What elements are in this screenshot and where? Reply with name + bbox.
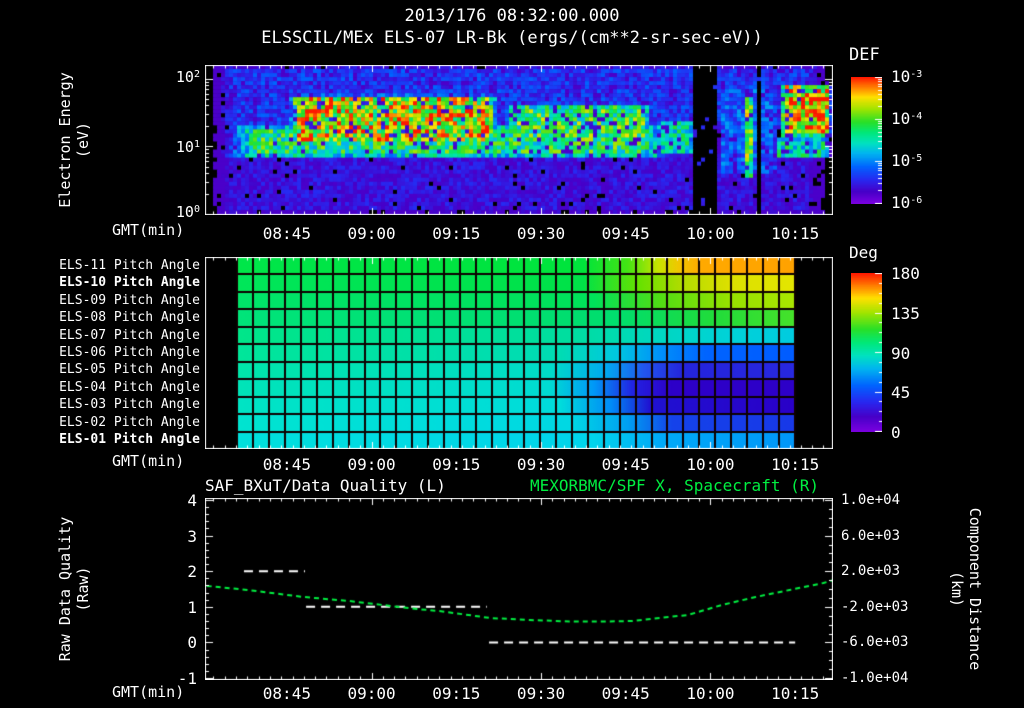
x-tick-label: 09:00 [347,684,396,703]
power-base: 10 [175,203,194,221]
def-colorbar [851,77,882,204]
x-tick-label: 09:00 [347,224,396,243]
pitch-row-label: ELS-03 Pitch Angle [59,397,200,413]
def-colorbar-tick-label: 10-6 [891,193,922,212]
power-base: 10 [175,68,194,86]
quality-y-title-line1: Raw Data Quality [56,516,74,662]
pitch-row-label: ELS-09 Pitch Angle [59,292,200,308]
x-tick-label: 08:45 [262,455,311,474]
def-colorbar-tick-label: 10-4 [891,109,922,128]
deg-colorbar-tick-label: 135 [891,303,920,323]
pitch-row-label: ELS-11 Pitch Angle [59,257,200,273]
power-base: 10 [175,138,194,156]
quality-title-left: SAF_BXuT/Data Quality (L) [205,476,446,495]
x-tick-label: 09:30 [516,684,566,703]
distance-tick-label: 6.0e+03 [841,527,901,544]
pitch-row-label: ELS-04 Pitch Angle [59,379,200,395]
x-tick-label: 10:15 [771,455,820,474]
power-exponent: -5 [910,153,923,164]
x-tick-label: 09:45 [601,455,650,474]
power-exponent: 0 [193,204,200,215]
y-axis-title-line1: Electron Energy [56,72,74,208]
x-tick-label: 09:30 [516,224,566,243]
x-tick-label: 10:00 [686,684,735,703]
deg-colorbar-tick-label: 45 [891,383,911,403]
power-exponent: 1 [193,139,200,150]
x-tick-label: 09:30 [516,455,566,474]
pitch-row-label: ELS-01 Pitch Angle [59,432,200,448]
quality-tick-label: -1 [177,669,197,688]
pitch-row-label: ELS-05 Pitch Angle [59,362,200,378]
quality-distance-chart [205,498,833,680]
x-tick-label: 10:15 [771,684,820,703]
plot-title: ELSSCIL/MEx ELS-07 LR-Bk (ergs/(cm**2-sr… [261,28,763,48]
energy-tick-label: 100 [130,203,200,221]
power-exponent: -6 [910,195,923,206]
x-tick-label: 09:00 [347,455,396,474]
power-exponent: -4 [910,111,923,122]
quality-y-title-line2: (Raw) [74,566,92,612]
x-tick-label: 09:45 [601,224,650,243]
power-base: 10 [891,151,911,170]
power-exponent: 2 [193,69,200,80]
power-base: 10 [891,193,911,212]
power-base: 10 [891,109,911,128]
distance-tick-label: -6.0e+03 [841,634,909,651]
energy-tick-label: 102 [130,68,200,86]
spectrogram-y-axis-title: Electron Energy (eV) [56,72,92,207]
quality-tick-label: 4 [187,491,197,510]
def-colorbar-tick-label: 10-3 [891,67,922,86]
deg-colorbar-tick-label: 180 [891,264,920,283]
distance-tick-label: -1.0e+04 [841,670,909,686]
power-exponent: -3 [910,69,923,80]
gmt-axis-label: GMT(min) [112,683,185,701]
deg-colorbar-tick-label: 90 [891,343,911,363]
distance-y-axis-title: Component Distance (km) [948,508,984,671]
distance-tick-label: 1.0e+04 [841,492,901,508]
x-tick-label: 10:00 [686,455,735,474]
x-tick-label: 08:45 [262,224,311,243]
distance-y-title-line2: (km) [948,570,966,608]
quality-tick-label: 1 [187,597,197,617]
quality-tick-label: 2 [187,562,197,582]
distance-y-title-line1: Component Distance [966,507,984,671]
pitch-angle-heatmap [205,257,833,449]
gmt-axis-label: GMT(min) [112,221,185,239]
pitch-row-label: ELS-07 Pitch Angle [59,327,200,343]
quality-tick-label: 0 [187,633,197,653]
deg-colorbar-tick-label: 0 [891,423,901,442]
deg-colorbar-title: Deg [849,243,878,262]
distance-tick-label: 2.0e+03 [841,563,901,580]
x-tick-label: 08:45 [262,684,311,703]
power-base: 10 [891,67,911,86]
plot-timestamp: 2013/176 08:32:00.000 [404,6,620,26]
energy-tick-label: 101 [130,138,200,156]
pitch-row-label: ELS-10 Pitch Angle [59,275,200,291]
y-axis-title-line2: (eV) [74,121,92,159]
x-tick-label: 09:45 [601,684,650,703]
x-tick-label: 09:15 [432,224,481,243]
gmt-axis-label: GMT(min) [112,452,185,470]
x-tick-label: 10:00 [686,224,735,243]
pitch-row-label: ELS-06 Pitch Angle [59,345,200,360]
pitch-row-label: ELS-08 Pitch Angle [59,310,200,326]
x-tick-label: 10:15 [771,224,820,243]
x-tick-label: 09:15 [432,684,481,703]
electron-energy-spectrogram [205,65,833,215]
deg-colorbar [851,273,882,432]
quality-tick-label: 3 [187,526,197,546]
quality-title-right: MEXORBMC/SPF X, Spacecraft (R) [530,476,819,495]
def-colorbar-tick-label: 10-5 [891,151,922,170]
pitch-row-label: ELS-02 Pitch Angle [59,414,200,430]
quality-y-axis-title: Raw Data Quality (Raw) [56,517,92,662]
x-tick-label: 09:15 [432,455,481,474]
distance-tick-label: -2.0e+03 [841,598,909,615]
def-colorbar-title: DEF [849,45,880,65]
